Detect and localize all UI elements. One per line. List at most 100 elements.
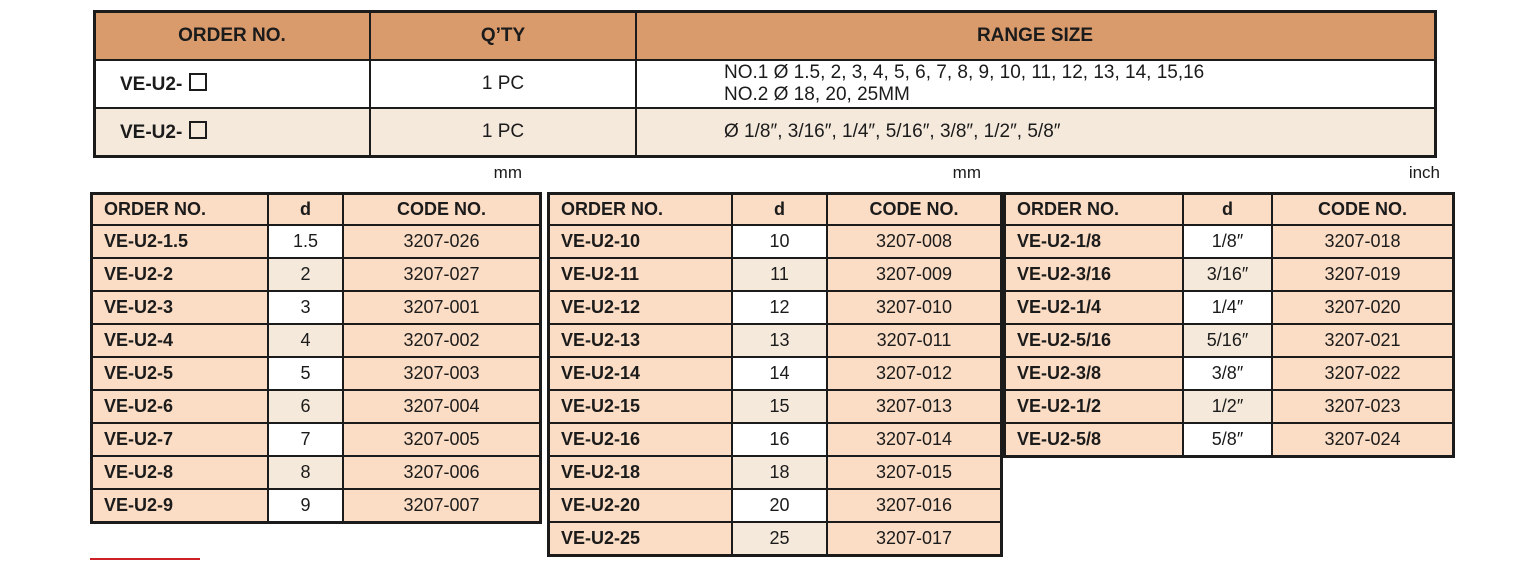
code-no-cell: 3207-010	[826, 290, 1003, 325]
order-no-cell: VE-U2-1/8	[1003, 224, 1184, 259]
size-table-mm-large: ORDER NO. d CODE NO. VE-U2-10 10 3207-008 …	[547, 192, 1003, 557]
order-no-prefix: VE-U2-	[120, 73, 183, 95]
order-no-cell: VE-U2-18	[547, 455, 733, 490]
order-no-cell: VE-U2-11	[547, 257, 733, 292]
table-row: VE-U2-3 3 3207-001	[90, 290, 542, 325]
range-size-cell: NO.1 Ø 1.5, 2, 3, 4, 5, 6, 7, 8, 9, 10, …	[635, 59, 1437, 109]
order-no-cell: VE-U2-5/16	[1003, 323, 1184, 358]
table-row: VE-U2-3/8 3/8″ 3207-022	[1003, 356, 1455, 391]
code-no-cell: 3207-023	[1271, 389, 1455, 424]
code-no-cell: 3207-021	[1271, 323, 1455, 358]
header-code-no: CODE NO.	[342, 192, 542, 226]
code-no-cell: 3207-012	[826, 356, 1003, 391]
table-row: VE-U2-9 9 3207-007	[90, 488, 542, 524]
table-row: VE-U2-16 16 3207-014	[547, 422, 1003, 457]
range-line-1: Ø 1/8″, 3/16″, 1/4″, 5/16″, 3/8″, 1/2″, …	[724, 121, 1061, 142]
table-row: VE-U2-13 13 3207-011	[547, 323, 1003, 358]
code-no-cell: 3207-014	[826, 422, 1003, 457]
header-order-no: ORDER NO.	[93, 10, 371, 61]
table-row: VE-U2-5/8 5/8″ 3207-024	[1003, 422, 1455, 458]
d-cell: 9	[267, 488, 344, 524]
code-no-cell: 3207-008	[826, 224, 1003, 259]
qty-cell: 1 PC	[369, 107, 637, 158]
d-cell: 10	[731, 224, 828, 259]
d-cell: 3	[267, 290, 344, 325]
d-cell: 6	[267, 389, 344, 424]
unit-label-mm-2: mm	[952, 163, 981, 182]
order-no-cell: VE-U2-4	[90, 323, 269, 358]
unit-label-inch: inch	[1408, 163, 1440, 182]
qty-cell: 1 PC	[369, 59, 637, 109]
order-no-cell: VE-U2-7	[90, 422, 269, 457]
code-no-cell: 3207-001	[342, 290, 542, 325]
d-cell: 5/16″	[1182, 323, 1273, 358]
table-row: VE-U2-7 7 3207-005	[90, 422, 542, 457]
table-row: VE-U2-2 2 3207-027	[90, 257, 542, 292]
d-cell: 14	[731, 356, 828, 391]
order-no-cell: VE-U2-20	[547, 488, 733, 523]
code-no-cell: 3207-004	[342, 389, 542, 424]
table-row: VE-U2-1/4 1/4″ 3207-020	[1003, 290, 1455, 325]
header-d: d	[731, 192, 828, 226]
size-table-mm-small: ORDER NO. d CODE NO. VE-U2-1.5 1.5 3207-02…	[90, 192, 542, 524]
d-cell: 11	[731, 257, 828, 292]
table-row: VE-U2-20 20 3207-016	[547, 488, 1003, 523]
code-no-cell: 3207-002	[342, 323, 542, 358]
table-row: VE-U2-15 15 3207-013	[547, 389, 1003, 424]
header-d: d	[1182, 192, 1273, 226]
table-row: VE-U2-1/8 1/8″ 3207-018	[1003, 224, 1455, 259]
order-no-cell: VE-U2-3	[90, 290, 269, 325]
size-placeholder-box	[189, 120, 208, 139]
table-row: VE-U2-14 14 3207-012	[547, 356, 1003, 391]
table-row: VE-U2-10 10 3207-008	[547, 224, 1003, 259]
code-no-cell: 3207-009	[826, 257, 1003, 292]
order-no-cell: VE-U2-3/8	[1003, 356, 1184, 391]
summary-row-mm: VE-U2- 1 PC NO.1 Ø 1.5, 2, 3, 4, 5, 6, 7…	[93, 59, 1437, 109]
table-row: VE-U2-6 6 3207-004	[90, 389, 542, 424]
table-row: VE-U2-25 25 3207-017	[547, 521, 1003, 557]
code-no-cell: 3207-007	[342, 488, 542, 524]
range-line-2: NO.2 Ø 18, 20, 25MM	[724, 84, 910, 105]
header-range-size: RANGE SIZE	[635, 10, 1437, 61]
d-cell: 5	[267, 356, 344, 391]
d-cell: 2	[267, 257, 344, 292]
table-row: VE-U2-18 18 3207-015	[547, 455, 1003, 490]
d-cell: 25	[731, 521, 828, 557]
d-cell: 4	[267, 323, 344, 358]
order-summary-table: ORDER NO. Q’TY RANGE SIZE VE-U2- 1 PC NO…	[93, 10, 1437, 158]
size-placeholder-box	[189, 72, 208, 91]
order-no-cell: VE-U2-16	[547, 422, 733, 457]
order-no-cell: VE-U2-	[93, 59, 371, 109]
code-no-cell: 3207-019	[1271, 257, 1455, 292]
table-row: VE-U2-1.5 1.5 3207-026	[90, 224, 542, 259]
d-cell: 18	[731, 455, 828, 490]
range-line-1: NO.1 Ø 1.5, 2, 3, 4, 5, 6, 7, 8, 9, 10, …	[724, 62, 1205, 83]
summary-row-inch: VE-U2- 1 PC Ø 1/8″, 3/16″, 1/4″, 5/16″, …	[93, 107, 1437, 158]
size-table-inch: ORDER NO. d CODE NO. VE-U2-1/8 1/8″ 3207-0…	[1003, 192, 1455, 458]
order-no-cell: VE-U2-6	[90, 389, 269, 424]
table-row: VE-U2-1/2 1/2″ 3207-023	[1003, 389, 1455, 424]
order-no-cell: VE-U2-1/4	[1003, 290, 1184, 325]
order-no-cell: VE-U2-13	[547, 323, 733, 358]
order-no-cell: VE-U2-10	[547, 224, 733, 259]
summary-header-row: ORDER NO. Q’TY RANGE SIZE	[93, 10, 1437, 61]
code-no-cell: 3207-003	[342, 356, 542, 391]
unit-label-mm-1: mm	[493, 163, 522, 182]
code-no-cell: 3207-026	[342, 224, 542, 259]
order-no-cell: VE-U2-3/16	[1003, 257, 1184, 292]
table-row: VE-U2-12 12 3207-010	[547, 290, 1003, 325]
table-row: VE-U2-4 4 3207-002	[90, 323, 542, 358]
order-no-cell: VE-U2-14	[547, 356, 733, 391]
code-no-cell: 3207-015	[826, 455, 1003, 490]
header-order-no: ORDER NO.	[90, 192, 269, 226]
order-no-cell: VE-U2-1/2	[1003, 389, 1184, 424]
d-cell: 1/8″	[1182, 224, 1273, 259]
order-no-cell: VE-U2-12	[547, 290, 733, 325]
d-cell: 16	[731, 422, 828, 457]
table-row: VE-U2-3/16 3/16″ 3207-019	[1003, 257, 1455, 292]
d-cell: 7	[267, 422, 344, 457]
order-no-cell: VE-U2-25	[547, 521, 733, 557]
d-cell: 1.5	[267, 224, 344, 259]
order-no-cell: VE-U2-15	[547, 389, 733, 424]
table-row: VE-U2-5 5 3207-003	[90, 356, 542, 391]
